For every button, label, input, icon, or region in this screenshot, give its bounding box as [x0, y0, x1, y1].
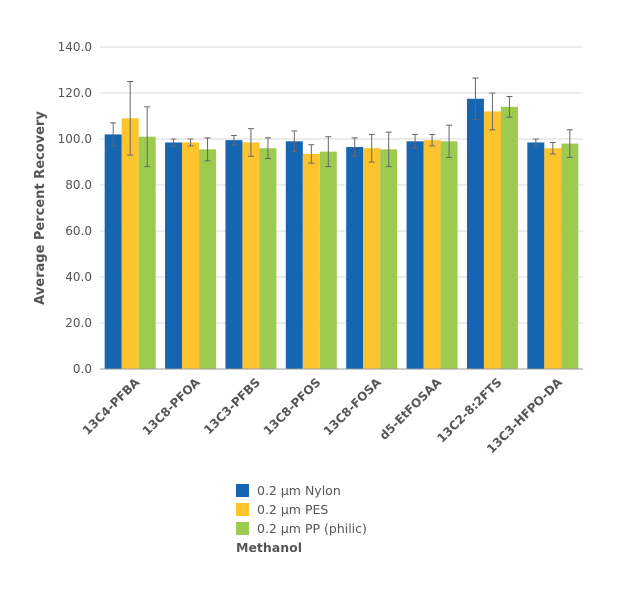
error-bar: [549, 141, 556, 155]
bar: [285, 141, 303, 369]
error-bar: [566, 129, 573, 158]
legend-label-pes: 0.2 µm PES: [257, 502, 329, 517]
bar: [346, 147, 364, 369]
error-bar: [429, 133, 436, 147]
bar: [466, 98, 484, 369]
y-tick-label: 60.0: [65, 224, 92, 238]
bar: [319, 151, 337, 369]
error-bar: [368, 133, 375, 163]
error-bar: [170, 138, 177, 147]
bar: [544, 148, 562, 369]
bar: [104, 134, 122, 369]
error-bar: [187, 138, 194, 147]
y-axis-ticks: 0.0 20.0 40.0 60.0 80.0 100.0 120.0 140.0: [58, 40, 92, 376]
error-bar: [144, 106, 151, 168]
error-bar: [308, 144, 315, 164]
y-tick-label: 20.0: [65, 316, 92, 330]
bar: [121, 118, 139, 369]
bar: [561, 143, 579, 369]
bar: [500, 106, 518, 370]
bar: [440, 141, 458, 369]
x-category-label: 13C8-PFOS: [261, 375, 324, 438]
y-tick-label: 100.0: [58, 132, 92, 146]
error-bar: [412, 133, 419, 149]
legend-item-pp: 0.2 µm PP (philic): [236, 519, 367, 538]
bar: [138, 136, 156, 369]
error-bar: [325, 136, 332, 168]
error-bar: [110, 122, 117, 147]
legend: 0.2 µm Nylon 0.2 µm PES 0.2 µm PP (phili…: [236, 481, 367, 555]
error-bar: [351, 137, 358, 157]
legend-swatch-nylon: [236, 484, 249, 497]
error-bar: [472, 77, 479, 120]
legend-item-nylon: 0.2 µm Nylon: [236, 481, 367, 500]
error-bar: [506, 95, 513, 118]
y-axis-title: Average Percent Recovery: [33, 111, 48, 305]
error-bar: [489, 92, 496, 131]
error-bar: [291, 130, 298, 153]
y-tick-label: 0.0: [73, 362, 92, 376]
error-bar: [127, 81, 134, 156]
error-bars: [110, 77, 573, 168]
error-bar: [385, 131, 392, 168]
bar: [182, 142, 200, 369]
bar: [225, 140, 243, 369]
error-bar: [230, 135, 237, 146]
bar: [423, 140, 441, 369]
bar: [259, 148, 277, 369]
y-tick-label: 140.0: [58, 40, 92, 54]
bar: [483, 111, 501, 370]
error-bar: [446, 124, 453, 158]
bar: [380, 149, 398, 369]
x-category-label: 13C8-FOSA: [321, 375, 385, 439]
legend-label-pp: 0.2 µm PP (philic): [257, 521, 367, 536]
error-bar: [264, 137, 271, 160]
x-category-label: d5-EtFOSAA: [377, 375, 445, 443]
bar: [242, 142, 260, 369]
bars: [104, 98, 579, 370]
legend-swatch-pp: [236, 522, 249, 535]
x-category-label: 13C8-PFOA: [140, 375, 203, 438]
bar: [527, 142, 545, 369]
y-tick-label: 120.0: [58, 86, 92, 100]
bar: [363, 148, 381, 369]
bar: [199, 149, 217, 369]
error-bar: [204, 137, 211, 162]
x-category-label: 13C4-PFBA: [80, 375, 143, 438]
bar-chart: 0.0 20.0 40.0 60.0 80.0 100.0 120.0 140.0 13C4-…: [33, 40, 583, 456]
legend-label-nylon: 0.2 µm Nylon: [257, 483, 341, 498]
legend-item-pes: 0.2 µm PES: [236, 500, 367, 519]
error-bar: [532, 138, 539, 147]
x-category-label: 13C3-PFBS: [201, 375, 263, 437]
bar: [165, 142, 183, 369]
y-tick-label: 80.0: [65, 178, 92, 192]
x-axis-category-labels: 13C4-PFBA13C8-PFOA13C3-PFBS13C8-PFOS13C8…: [80, 375, 566, 456]
legend-title: Methanol: [236, 540, 302, 555]
bar: [406, 141, 424, 369]
y-tick-label: 40.0: [65, 270, 92, 284]
bar: [302, 153, 320, 369]
legend-swatch-pes: [236, 503, 249, 516]
error-bar: [247, 128, 254, 157]
